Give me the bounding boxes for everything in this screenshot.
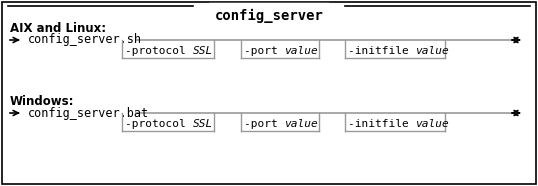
- Text: value: value: [285, 119, 318, 129]
- Text: value: value: [415, 119, 449, 129]
- Text: -initfile: -initfile: [348, 46, 415, 56]
- Text: SSL: SSL: [193, 46, 213, 56]
- Text: config_server.sh: config_server.sh: [28, 33, 142, 46]
- Text: Windows:: Windows:: [10, 95, 74, 108]
- Text: -port: -port: [244, 119, 285, 129]
- Text: SSL: SSL: [193, 119, 213, 129]
- Text: -port: -port: [244, 46, 285, 56]
- Text: -protocol: -protocol: [125, 46, 193, 56]
- Text: AIX and Linux:: AIX and Linux:: [10, 22, 106, 35]
- Text: -protocol: -protocol: [125, 119, 193, 129]
- Text: config_server: config_server: [215, 9, 323, 23]
- Text: -initfile: -initfile: [348, 119, 415, 129]
- Text: value: value: [285, 46, 318, 56]
- Text: config_server.bat: config_server.bat: [28, 107, 149, 119]
- Text: value: value: [415, 46, 449, 56]
